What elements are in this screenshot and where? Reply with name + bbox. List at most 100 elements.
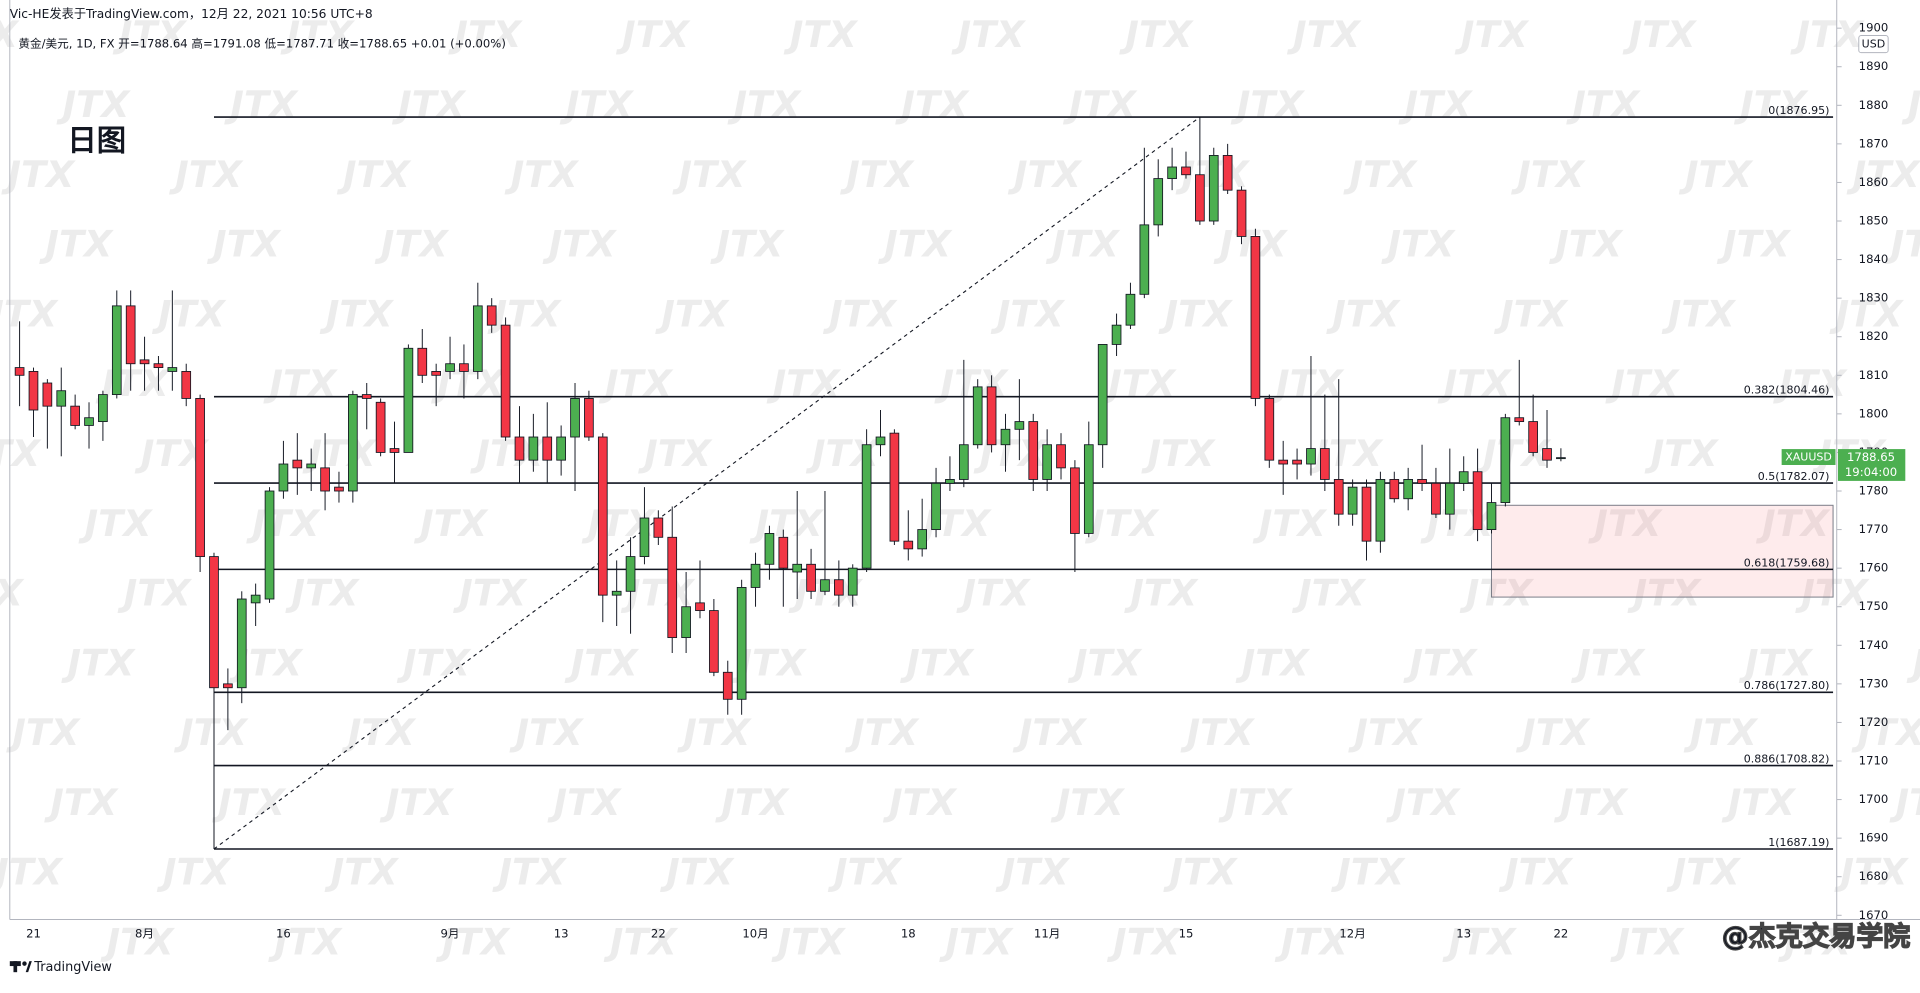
watermark: JTX: [156, 851, 232, 894]
x-tick-label: 10月: [742, 927, 768, 941]
watermark: JTX: [1846, 153, 1920, 196]
watermark: JTX: [1342, 153, 1418, 196]
watermark: JTX: [1772, 362, 1848, 405]
candle-body: [597, 436, 608, 596]
candle-body: [1320, 448, 1330, 480]
watermark: JTX: [1252, 502, 1328, 545]
candle-body: [1264, 398, 1275, 461]
zone: [1490, 504, 1834, 598]
countdown-label: 19:04:00: [1845, 465, 1897, 479]
watermark: JTX: [504, 153, 580, 196]
candle-body: [722, 671, 733, 700]
watermark: JTX: [280, 13, 356, 56]
candle-body: [1361, 486, 1372, 542]
watermark: JTX: [726, 83, 802, 126]
candle-body: [403, 347, 414, 453]
watermark: JTX: [341, 711, 417, 754]
watermark: JTX: [995, 851, 1071, 894]
fib-label: 1(1687.19): [1768, 836, 1829, 849]
candle-body: [1306, 448, 1316, 465]
x-tick-label: 9月: [441, 927, 460, 941]
signature: @杰克交易学院: [1722, 920, 1911, 952]
watermark: JTX: [1380, 223, 1456, 266]
watermark: JTX: [0, 851, 64, 894]
watermark: JTX: [1213, 223, 1289, 266]
watermark: JTX: [1437, 362, 1513, 405]
candle-body: [98, 394, 108, 423]
tv-logo: [9, 961, 32, 973]
watermarks: JTX JTX JTX JTX JTX JTX JTX JTX JTX JTX JTX JTX JTX J…: [0, 13, 1920, 963]
candle-body: [750, 563, 761, 588]
fib-label: 0.786(1727.80): [1744, 679, 1830, 692]
watermark: JTX: [659, 851, 735, 894]
watermark: JTX: [43, 781, 119, 824]
x-tick-label: 11月: [1034, 927, 1060, 941]
watermark: JTX: [559, 83, 635, 126]
candle-body: [1083, 444, 1094, 534]
watermark: JTX: [1738, 641, 1814, 684]
watermark: JTX: [1402, 641, 1478, 684]
currency-box: [1858, 35, 1889, 54]
candle-body: [764, 533, 775, 565]
watermark: JTX: [1789, 13, 1865, 56]
watermark: JTX: [1118, 13, 1194, 56]
watermark: JTX: [1755, 502, 1831, 545]
watermark: JTX: [1587, 502, 1663, 545]
watermark: JTX: [447, 13, 523, 56]
candle-body: [1542, 448, 1552, 461]
candle-body: [223, 683, 233, 689]
y-tick-label: 1760: [1859, 561, 1889, 575]
candle-body: [1375, 479, 1386, 542]
candle-body: [445, 363, 455, 372]
candle-body: [1486, 502, 1497, 531]
watermark: JTX: [1678, 153, 1754, 196]
candle-body: [1347, 486, 1358, 515]
x-tick-label: 12月: [1339, 927, 1365, 941]
candle-body: [875, 436, 886, 446]
candle-body: [1556, 457, 1566, 460]
watermark: JTX: [1062, 83, 1138, 126]
watermark: JTX: [1308, 432, 1384, 475]
watermark: JTX: [933, 362, 1009, 405]
candle-body: [986, 386, 997, 446]
watermark: JTX: [1162, 851, 1238, 894]
watermark: JTX: [955, 572, 1031, 615]
x-tick-label: 21: [26, 927, 41, 941]
x-tick-label: 13: [1456, 927, 1471, 941]
x-tick-label: 15: [1179, 927, 1194, 941]
watermark: JTX: [336, 153, 412, 196]
y-tick-label: 1730: [1859, 676, 1889, 690]
candle-body: [1403, 479, 1414, 500]
watermark: JTX: [899, 641, 975, 684]
watermark: JTX: [882, 781, 958, 824]
candle-body: [111, 305, 122, 396]
watermark: JTX: [374, 223, 450, 266]
watermark: JTX: [783, 13, 859, 56]
watermark: JTX: [1683, 711, 1759, 754]
watermark: JTX: [379, 781, 455, 824]
watermark: JTX: [100, 921, 176, 964]
y-tick-label: 1720: [1859, 715, 1889, 729]
candle-body: [278, 463, 289, 492]
watermark: JTX: [1459, 572, 1535, 615]
candle-body: [528, 436, 539, 461]
candle-body: [931, 482, 941, 531]
watermark: JTX: [60, 641, 136, 684]
watermark: JTX: [77, 502, 153, 545]
watermark: JTX: [951, 13, 1027, 56]
trend-line: [213, 116, 1201, 850]
candle-body: [778, 536, 789, 569]
candle-body: [681, 606, 691, 639]
candle-body: [1222, 155, 1233, 191]
candle-body: [611, 590, 622, 596]
x-tick-label: 18: [901, 927, 916, 941]
watermark: JTX: [1661, 292, 1737, 335]
candle-body: [1528, 421, 1538, 453]
candle-body: [431, 371, 442, 376]
fib-label: 0.618(1759.68): [1744, 556, 1830, 569]
watermark: JTX: [1644, 432, 1720, 475]
watermark: JTX: [1123, 572, 1199, 615]
watermark: JTX: [1067, 641, 1143, 684]
watermark: JTX: [654, 292, 730, 335]
y-tick-label: 1700: [1859, 792, 1889, 806]
